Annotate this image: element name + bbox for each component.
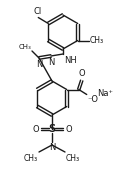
Text: Cl: Cl <box>33 8 41 17</box>
Text: O: O <box>65 125 72 134</box>
Text: O: O <box>32 125 39 134</box>
Text: S: S <box>48 124 56 134</box>
Text: O: O <box>78 70 85 79</box>
Text: CH₃: CH₃ <box>90 36 104 45</box>
Text: CH₃: CH₃ <box>24 154 38 163</box>
Text: ⁻O: ⁻O <box>88 95 99 105</box>
Text: Na⁺: Na⁺ <box>97 89 113 98</box>
Text: N: N <box>36 60 42 69</box>
Text: CH₃: CH₃ <box>18 44 31 50</box>
Text: N: N <box>48 58 54 67</box>
Text: N: N <box>49 143 55 152</box>
Text: CH₃: CH₃ <box>66 154 80 163</box>
Text: NH: NH <box>64 56 77 65</box>
